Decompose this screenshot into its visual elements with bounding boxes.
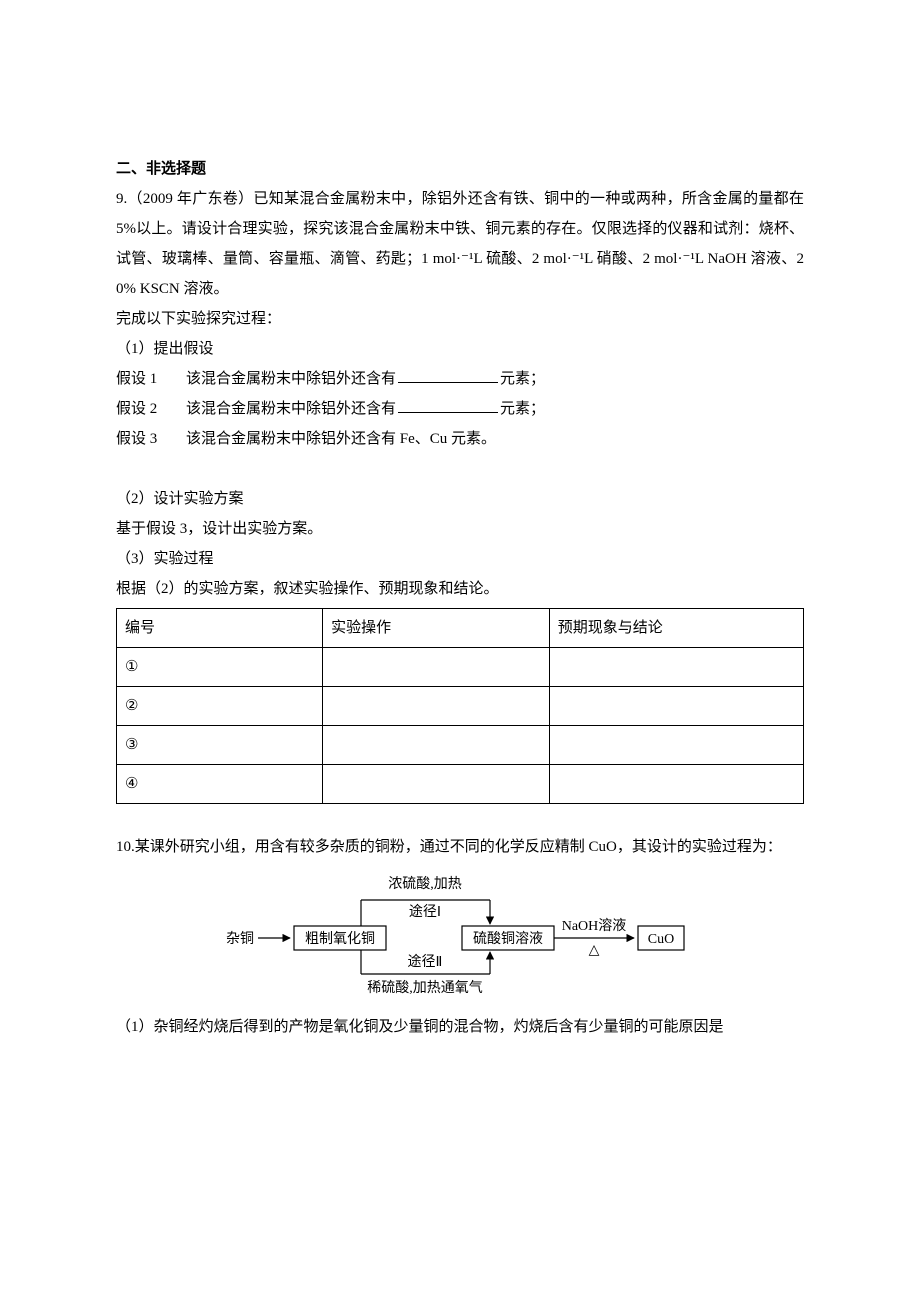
spacer (116, 804, 804, 832)
table-cell (323, 726, 550, 765)
q10-part1-label: （1） (116, 1019, 154, 1035)
table-cell: ① (117, 648, 323, 687)
table-cell (323, 648, 550, 687)
table-row: ① (117, 648, 804, 687)
table-cell (549, 726, 803, 765)
q10-diagram: 杂铜 粗制氧化铜 浓硫酸,加热 途径Ⅰ 途径Ⅱ 稀硫酸,加热通氧气 硫酸铜溶液 … (116, 874, 804, 1004)
q9-part1-label: （1）提出假设 (116, 334, 804, 364)
table-row: ② (117, 687, 804, 726)
q9-hypothesis-1: 假设 1 该混合金属粉末中除铝外还含有 元素； (116, 364, 804, 394)
edge-naoh-top: NaOH溶液 (562, 918, 627, 934)
edge-naoh-bot: △ (589, 943, 600, 958)
node-cuzhi: 粗制氧化铜 (305, 931, 375, 947)
flowchart-svg: 杂铜 粗制氧化铜 浓硫酸,加热 途径Ⅰ 途径Ⅱ 稀硫酸,加热通氧气 硫酸铜溶液 … (210, 874, 710, 1004)
experiment-table: 编号 实验操作 预期现象与结论 ① ② ③ ④ (116, 608, 804, 804)
spacer (116, 454, 804, 484)
node-cuo: CuO (648, 932, 674, 947)
q9-hypothesis-2: 假设 2 该混合金属粉末中除铝外还含有 元素； (116, 394, 804, 424)
node-cuso4: 硫酸铜溶液 (473, 931, 543, 947)
q10-stem-text: 某课外研究小组，用含有较多杂质的铜粉，通过不同的化学反应精制 CuO，其设计的实… (135, 839, 782, 855)
table-cell: ④ (117, 765, 323, 804)
node-zatong: 杂铜 (226, 931, 254, 947)
hypothesis-text: 该混合金属粉末中除铝外还含有 Fe、Cu 元素。 (186, 424, 496, 454)
hypothesis-text-b: 元素； (500, 401, 545, 417)
hypothesis-num: 假设 3 (116, 424, 186, 454)
hypothesis-text-a: 该混合金属粉末中除铝外还含有 (186, 401, 396, 417)
hypothesis-text-b: 元素； (500, 371, 545, 387)
blank (398, 398, 498, 413)
table-header: 预期现象与结论 (549, 609, 803, 648)
q9-stem-2: 完成以下实验探究过程： (116, 304, 804, 334)
q9-part2-label: （2）设计实验方案 (116, 484, 804, 514)
table-cell (323, 687, 550, 726)
table-row: ③ (117, 726, 804, 765)
table-cell: ③ (117, 726, 323, 765)
table-cell: ② (117, 687, 323, 726)
edge-top-label: 途径Ⅰ (409, 903, 441, 920)
q10-number: 10. (116, 839, 135, 855)
table-row: ④ (117, 765, 804, 804)
q9-number: 9. (116, 191, 127, 207)
q9-stem: 9.（2009 年广东卷）已知某混合金属粉末中，除铝外还含有铁、铜中的一种或两种… (116, 184, 804, 304)
edge-top-extra: 浓硫酸,加热 (388, 876, 462, 892)
table-cell (549, 648, 803, 687)
q9-hypothesis-3: 假设 3 该混合金属粉末中除铝外还含有 Fe、Cu 元素。 (116, 424, 804, 454)
table-header-row: 编号 实验操作 预期现象与结论 (117, 609, 804, 648)
blank (398, 368, 498, 383)
q9-part3-text: 根据（2）的实验方案，叙述实验操作、预期现象和结论。 (116, 574, 804, 604)
table-header: 实验操作 (323, 609, 550, 648)
hypothesis-num: 假设 1 (116, 364, 186, 394)
q9-source: （2009 年广东卷） (127, 191, 253, 207)
section-heading: 二、非选择题 (116, 154, 804, 184)
table-header: 编号 (117, 609, 323, 648)
hypothesis-text-a: 该混合金属粉末中除铝外还含有 (186, 371, 396, 387)
table-cell (549, 687, 803, 726)
table-cell (549, 765, 803, 804)
q10-part1-text: 杂铜经灼烧后得到的产物是氧化铜及少量铜的混合物，灼烧后含有少量铜的可能原因是 (154, 1019, 724, 1035)
hypothesis-num: 假设 2 (116, 394, 186, 424)
q10-stem: 10.某课外研究小组，用含有较多杂质的铜粉，通过不同的化学反应精制 CuO，其设… (116, 832, 804, 862)
q9-part3-label: （3）实验过程 (116, 544, 804, 574)
q9-part2-text: 基于假设 3，设计出实验方案。 (116, 514, 804, 544)
table-cell (323, 765, 550, 804)
q10-part1: （1）杂铜经灼烧后得到的产物是氧化铜及少量铜的混合物，灼烧后含有少量铜的可能原因… (116, 1012, 804, 1042)
edge-bot-label: 途径Ⅱ (408, 953, 443, 970)
edge-bot-extra: 稀硫酸,加热通氧气 (367, 980, 483, 996)
